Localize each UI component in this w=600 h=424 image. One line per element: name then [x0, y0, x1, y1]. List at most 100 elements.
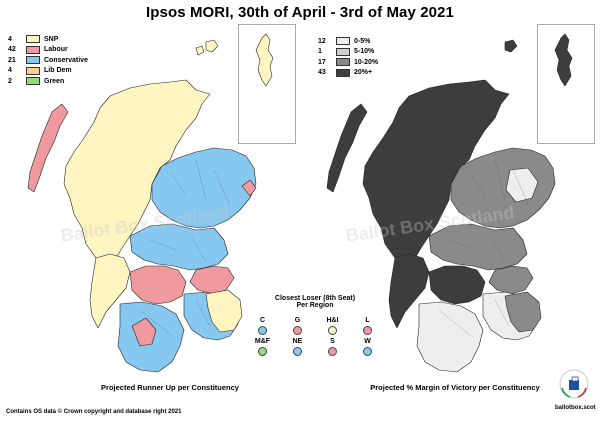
- argyll-shape: [388, 253, 430, 329]
- region-label: C: [259, 317, 266, 324]
- legend-item-conservative: 21 Conservative: [8, 55, 88, 66]
- western-isles-shape: [326, 103, 368, 193]
- legend-swatch: [336, 68, 350, 77]
- region-s: S: [315, 338, 350, 356]
- legend-count: 4: [8, 67, 12, 75]
- legend-label: Green: [44, 77, 65, 85]
- region-dot: [293, 347, 302, 356]
- legend-count: 4: [8, 35, 12, 43]
- central-shape: [129, 223, 229, 271]
- region-label: L: [365, 317, 370, 324]
- region-dot: [258, 326, 267, 335]
- orkney-shape-2: [195, 45, 205, 56]
- legend-count: 1: [318, 48, 322, 56]
- region-dot: [363, 326, 372, 335]
- region-label: NE: [292, 338, 303, 345]
- map-title: Ipsos MORI, 30th of April - 3rd of May 2…: [146, 4, 454, 21]
- legend-swatch: [26, 45, 40, 54]
- legend-label: Conservative: [44, 56, 88, 64]
- aberdeen-shape: [241, 179, 257, 197]
- legend-item-libdem: 4 Lib Dem: [8, 66, 88, 77]
- central-shape: [428, 223, 528, 271]
- region-c: C: [245, 317, 280, 335]
- region-dot: [293, 326, 302, 335]
- legend-swatch: [26, 56, 40, 65]
- legend-count: 43: [318, 69, 326, 77]
- runner-up-legend: 4 SNP 42 Labour 21 Conservative 4 Lib De…: [8, 34, 88, 87]
- glasgow-shape: [129, 265, 187, 305]
- region-l: L: [350, 317, 385, 335]
- legend-label: 20%+: [354, 69, 373, 77]
- legend-item-margin-5-10: 1 5-10%: [318, 47, 378, 58]
- region-label: H&I: [326, 317, 339, 324]
- southwest-shape: [416, 301, 484, 373]
- legend-label: 5-10%: [354, 48, 375, 56]
- region-dot: [328, 347, 337, 356]
- libdem-borders-shape: [205, 289, 243, 333]
- closest-loser-panel: Closest Loser (8th Seat) Per Region C G …: [245, 295, 385, 356]
- legend-item-margin-10-20: 17 10-20%: [318, 57, 378, 68]
- legend-swatch: [336, 58, 350, 67]
- shetland-shape: [255, 33, 274, 87]
- legend-swatch: [336, 47, 350, 56]
- legend-item-snp: 4 SNP: [8, 34, 88, 45]
- legend-swatch: [336, 37, 350, 46]
- highlands-shape: [63, 79, 211, 271]
- legend-item-green: 2 Green: [8, 76, 88, 87]
- orkney-shape: [504, 39, 518, 53]
- region-dot: [258, 347, 267, 356]
- left-map-caption: Projected Runner Up per Constituency: [101, 383, 239, 392]
- shetland-shape: [554, 33, 573, 87]
- right-map-caption: Projected % Margin of Victory per Consti…: [370, 383, 540, 392]
- glasgow-shape: [428, 265, 486, 305]
- argyll-shape: [89, 253, 131, 329]
- legend-swatch: [26, 77, 40, 86]
- region-label: W: [364, 338, 371, 345]
- closest-loser-subtitle: Per Region: [296, 302, 334, 309]
- orkney-shape: [205, 39, 219, 53]
- region-ne: NE: [280, 338, 315, 356]
- region-hi: H&I: [315, 317, 350, 335]
- region-mf: M&F: [245, 338, 280, 356]
- legend-item-margin-20-plus: 43 20%+: [318, 68, 378, 79]
- margin-mid-shape: [504, 291, 542, 333]
- legend-count: 42: [8, 46, 16, 54]
- closest-loser-title: Closest Loser (8th Seat): [274, 295, 356, 302]
- os-credit: Contains OS data © Crown copyright and d…: [6, 409, 182, 415]
- shetland-inset-right: [537, 24, 595, 144]
- legend-label: SNP: [44, 35, 59, 43]
- region-label: G: [294, 317, 301, 324]
- ayrshire-labour-shape: [131, 317, 157, 347]
- ballot-box-scotland-logo: [559, 369, 589, 399]
- edinburgh-shape: [488, 265, 534, 295]
- region-dot: [363, 347, 372, 356]
- western-isles-shape: [27, 103, 69, 193]
- region-label: M&F: [254, 338, 271, 345]
- legend-label: Lib Dem: [44, 67, 72, 75]
- margin-legend: 12 0-5% 1 5-10% 17 10-20% 43 20%+: [318, 36, 378, 78]
- legend-count: 17: [318, 58, 326, 66]
- legend-label: 10-20%: [354, 58, 379, 66]
- legend-swatch: [26, 66, 40, 75]
- legend-count: 2: [8, 77, 12, 85]
- region-w: W: [350, 338, 385, 356]
- highlands-shape: [362, 79, 510, 271]
- legend-item-margin-0-5: 12 0-5%: [318, 36, 378, 47]
- northeast-shape: [151, 147, 257, 229]
- region-dot: [328, 326, 337, 335]
- region-g: G: [280, 317, 315, 335]
- margin-light-ne-shape: [505, 167, 539, 203]
- region-label: S: [330, 338, 335, 345]
- edinburgh-shape: [189, 265, 235, 295]
- legend-swatch: [26, 35, 40, 44]
- legend-count: 21: [8, 56, 16, 64]
- legend-count: 12: [318, 37, 326, 45]
- legend-label: Labour: [44, 46, 68, 54]
- northeast-shape: [450, 147, 556, 229]
- legend-label: 0-5%: [354, 37, 371, 45]
- shetland-inset-left: [238, 24, 296, 144]
- legend-item-labour: 42 Labour: [8, 45, 88, 56]
- site-url: ballotbox.scot: [555, 405, 596, 411]
